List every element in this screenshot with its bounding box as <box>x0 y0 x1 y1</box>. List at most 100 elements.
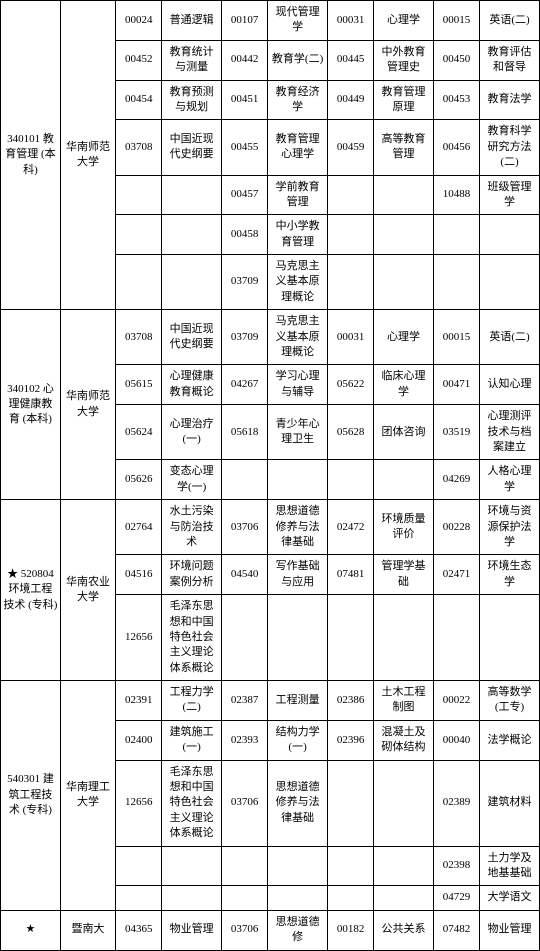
table-cell <box>162 175 222 215</box>
table-cell: 00015 <box>433 1 479 41</box>
table-cell: 05615 <box>116 365 162 405</box>
table-cell: 00040 <box>433 720 479 760</box>
table-cell: 10488 <box>433 175 479 215</box>
table-cell: 00471 <box>433 365 479 405</box>
table-cell: 团体咨询 <box>374 405 434 460</box>
table-cell: 普通逻辑 <box>162 1 222 41</box>
table-cell <box>328 255 374 310</box>
table-cell: ★ 520804 环境工程技术 (专科) <box>1 500 61 681</box>
table-cell: 340101 教育管理 (本科) <box>1 1 61 310</box>
table-cell: 教育预测与规划 <box>162 80 222 120</box>
table-cell: 教育学(二) <box>268 40 328 80</box>
table-cell: 12656 <box>116 595 162 681</box>
table-cell: 临床心理学 <box>374 365 434 405</box>
table-cell: 05618 <box>222 405 268 460</box>
table-cell: 02387 <box>222 681 268 721</box>
table-cell: 混凝土及砌体结构 <box>374 720 434 760</box>
table-cell: 华南师范大学 <box>60 1 115 310</box>
table-cell: 华南农业大学 <box>60 500 115 681</box>
table-cell: 中小学教育管理 <box>268 215 328 255</box>
table-cell <box>116 846 162 886</box>
table-cell: 现代管理学 <box>268 1 328 41</box>
table-cell: 大学语文 <box>480 886 540 910</box>
table-cell: 认知心理 <box>480 365 540 405</box>
table-cell: 心理测评技术与档案建立 <box>480 405 540 460</box>
table-cell <box>222 595 268 681</box>
table-cell: 00031 <box>328 310 374 365</box>
table-cell: 环境问题案例分析 <box>162 555 222 595</box>
table-cell: 00107 <box>222 1 268 41</box>
table-cell <box>480 215 540 255</box>
table-cell: 法学概论 <box>480 720 540 760</box>
table-cell: ★ <box>1 910 61 950</box>
table-cell: 华南师范大学 <box>60 310 115 500</box>
table-cell: 340102 心理健康教育 (本科) <box>1 310 61 500</box>
table-cell: 03709 <box>222 310 268 365</box>
table-cell <box>374 255 434 310</box>
table-cell: 02398 <box>433 846 479 886</box>
table-row: ★暨南大04365物业管理03706思想道德修00182公共关系07482物业管… <box>1 910 540 950</box>
table-cell <box>222 460 268 500</box>
table-cell: 环境质量评价 <box>374 500 434 555</box>
table-cell: 02391 <box>116 681 162 721</box>
course-table: 340101 教育管理 (本科)华南师范大学00024普通逻辑00107现代管理… <box>0 0 540 951</box>
table-cell <box>328 886 374 910</box>
table-cell: 学前教育管理 <box>268 175 328 215</box>
table-cell: 学习心理与辅导 <box>268 365 328 405</box>
table-cell <box>162 255 222 310</box>
table-row: 540301 建筑工程技术 (专科)华南理工大学02391工程力学(二)0238… <box>1 681 540 721</box>
table-cell: 工程测量 <box>268 681 328 721</box>
table-cell <box>374 460 434 500</box>
table-cell: 03708 <box>116 120 162 175</box>
table-cell <box>328 846 374 886</box>
table-cell <box>222 886 268 910</box>
table-cell: 物业管理 <box>480 910 540 950</box>
table-cell: 02472 <box>328 500 374 555</box>
table-cell: 00459 <box>328 120 374 175</box>
table-cell: 02471 <box>433 555 479 595</box>
table-cell: 英语(二) <box>480 310 540 365</box>
table-row: ★ 520804 环境工程技术 (专科)华南农业大学02764水土污染与防治技术… <box>1 500 540 555</box>
table-cell: 02389 <box>433 760 479 846</box>
table-cell <box>268 886 328 910</box>
table-cell: 05628 <box>328 405 374 460</box>
table-cell: 心理学 <box>374 1 434 41</box>
table-cell: 教育科学研究方法(二) <box>480 120 540 175</box>
table-cell <box>116 215 162 255</box>
table-cell: 02764 <box>116 500 162 555</box>
table-cell: 07481 <box>328 555 374 595</box>
table-cell: 00445 <box>328 40 374 80</box>
table-cell: 540301 建筑工程技术 (专科) <box>1 681 61 911</box>
table-cell: 中国近现代史纲要 <box>162 310 222 365</box>
table-cell: 03706 <box>222 760 268 846</box>
table-cell <box>328 215 374 255</box>
table-cell: 物业管理 <box>162 910 222 950</box>
table-cell: 结构力学(一) <box>268 720 328 760</box>
table-cell <box>162 886 222 910</box>
table-cell <box>433 255 479 310</box>
table-cell: 心理治疗(一) <box>162 405 222 460</box>
table-cell: 青少年心理卫生 <box>268 405 328 460</box>
table-cell <box>116 255 162 310</box>
table-cell: 思想道德修养与法律基础 <box>268 760 328 846</box>
table-row: 340101 教育管理 (本科)华南师范大学00024普通逻辑00107现代管理… <box>1 1 540 41</box>
table-cell: 02396 <box>328 720 374 760</box>
table-cell <box>328 460 374 500</box>
table-cell: 土力学及地基基础 <box>480 846 540 886</box>
table-cell: 00456 <box>433 120 479 175</box>
table-cell: 教育管理原理 <box>374 80 434 120</box>
table-cell: 05626 <box>116 460 162 500</box>
table-cell <box>480 595 540 681</box>
table-cell: 变态心理学(一) <box>162 460 222 500</box>
table-cell: 00452 <box>116 40 162 80</box>
table-cell: 00455 <box>222 120 268 175</box>
table-cell: 00451 <box>222 80 268 120</box>
table-cell: 教育评估和督导 <box>480 40 540 80</box>
table-cell <box>328 175 374 215</box>
table-cell: 07482 <box>433 910 479 950</box>
table-cell <box>374 215 434 255</box>
table-cell: 04365 <box>116 910 162 950</box>
table-cell <box>328 760 374 846</box>
table-cell: 00450 <box>433 40 479 80</box>
table-cell <box>162 215 222 255</box>
